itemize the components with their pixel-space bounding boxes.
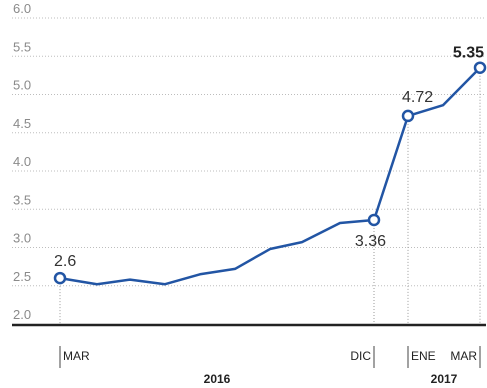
- x-tick-label: MAR: [63, 349, 90, 363]
- data-point-marker: [401, 109, 415, 123]
- data-label: 4.72: [402, 89, 433, 106]
- year-label: 2016: [204, 372, 231, 386]
- y-tick-label: 5.5: [13, 39, 31, 54]
- data-point-marker: [473, 61, 487, 74]
- data-label: 2.6: [54, 253, 76, 270]
- y-tick-label: 6.0: [13, 1, 31, 16]
- year-label: 2017: [431, 372, 458, 386]
- data-label: 3.36: [355, 233, 386, 250]
- y-tick-label: 3.5: [13, 192, 31, 207]
- data-point-marker: [53, 271, 67, 285]
- y-tick-label: 3.0: [13, 231, 31, 246]
- x-tick-label: MAR: [450, 349, 477, 363]
- x-tick-label: ENE: [411, 349, 436, 363]
- y-tick-label: 2.0: [13, 307, 31, 322]
- data-label: 5.35: [453, 45, 484, 62]
- y-tick-label: 4.5: [13, 116, 31, 131]
- y-tick-label: 4.0: [13, 154, 31, 169]
- y-tick-label: 2.5: [13, 269, 31, 284]
- x-tick-label: DIC: [350, 349, 371, 363]
- y-tick-label: 5.0: [13, 78, 31, 93]
- data-point-marker: [367, 213, 381, 227]
